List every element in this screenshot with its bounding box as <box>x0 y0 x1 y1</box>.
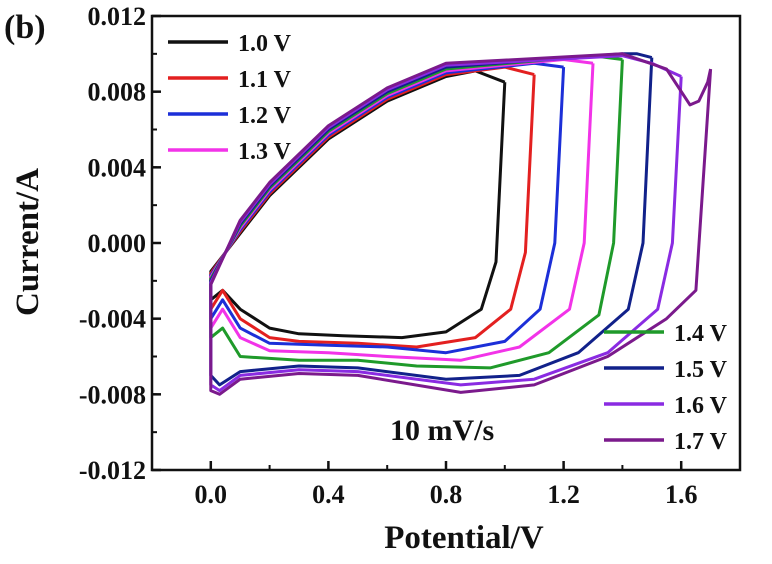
legend-label: 1.6 V <box>674 393 728 419</box>
y-tick-label: 0.000 <box>88 229 147 258</box>
legend-label: 1.2 V <box>238 103 292 129</box>
x-tick-label: 0.8 <box>430 480 463 509</box>
x-tick-label: 0.0 <box>195 480 228 509</box>
y-tick-label: -0.004 <box>79 305 146 334</box>
legend-label: 1.7 V <box>674 429 728 455</box>
x-tick-label: 0.4 <box>312 480 345 509</box>
x-tick-label: 1.2 <box>547 480 580 509</box>
y-tick-label: 0.012 <box>88 2 147 31</box>
curve-13 <box>209 58 595 362</box>
curve-16 <box>209 54 683 393</box>
y-tick-label: 0.008 <box>88 78 147 107</box>
legend-label: 1.3 V <box>238 139 292 165</box>
curve-12 <box>209 61 566 355</box>
y-tick-label: -0.012 <box>79 456 146 485</box>
curve-14 <box>209 54 624 370</box>
x-tick-label: 1.6 <box>665 480 698 509</box>
legend-label: 1.5 V <box>674 357 728 383</box>
y-tick-label: -0.008 <box>79 380 146 409</box>
x-axis-label: Potential/V <box>384 520 544 556</box>
curve-11 <box>209 65 536 349</box>
curve-17 <box>209 52 713 396</box>
curve-15 <box>209 52 654 387</box>
scan-rate-annotation: 10 mV/s <box>390 414 494 447</box>
legend-label: 1.4 V <box>674 321 728 347</box>
y-axis-label: Current/A <box>10 168 46 316</box>
axis-tick-labels: 0.0 0.4 0.8 1.2 1.6 0.012 0.008 0.004 0.000 -0.00… <box>79 2 698 509</box>
legend: 1.0 V 1.1 V 1.2 V 1.3 V 1.4 V 1.5 V 1.6 V 1.7 V <box>168 31 728 455</box>
curves-layer <box>209 52 713 396</box>
legend-label: 1.0 V <box>238 31 292 57</box>
y-tick-label: 0.004 <box>88 153 147 182</box>
legend-label: 1.1 V <box>238 67 292 93</box>
axis-ticks <box>151 14 741 472</box>
panel-label: (b) <box>4 9 46 46</box>
